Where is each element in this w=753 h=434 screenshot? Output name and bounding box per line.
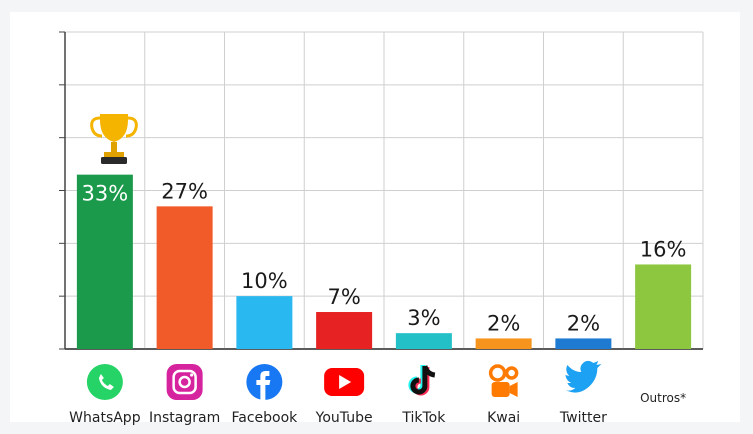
category-labels: WhatsApp Instagram Facebook YouTube TikTok Kw… bbox=[69, 391, 686, 426]
value-label: 2% bbox=[487, 311, 520, 335]
value-label: 33% bbox=[82, 182, 129, 206]
bar-tiktok bbox=[395, 333, 452, 349]
category-label: Twitter bbox=[559, 410, 607, 426]
bars bbox=[76, 174, 692, 349]
tiktok-icon bbox=[408, 365, 436, 396]
facebook-icon bbox=[246, 364, 283, 400]
category-label: Kwai bbox=[487, 410, 520, 426]
bar-youtube bbox=[316, 312, 373, 349]
bar-instagram bbox=[156, 206, 213, 349]
instagram-icon bbox=[166, 364, 203, 400]
category-label: TikTok bbox=[401, 410, 446, 426]
category-label: Instagram bbox=[149, 410, 220, 426]
category-label: WhatsApp bbox=[69, 410, 141, 426]
value-label: 2% bbox=[567, 311, 600, 335]
category-label: Outros* bbox=[640, 391, 686, 405]
chart-grid bbox=[59, 31, 704, 350]
category-icons bbox=[86, 360, 602, 400]
value-label: 7% bbox=[327, 285, 360, 309]
bar-whatsapp bbox=[76, 174, 133, 349]
whatsapp-icon bbox=[86, 364, 123, 400]
twitter-icon bbox=[565, 360, 602, 393]
value-label: 27% bbox=[161, 179, 208, 203]
kwai-icon bbox=[488, 364, 519, 397]
bar-kwai bbox=[475, 338, 532, 349]
value-labels: 33% 27% 10% 7% 3% 2% 2% 16% bbox=[82, 179, 687, 335]
value-label: 3% bbox=[407, 306, 440, 330]
category-label: YouTube bbox=[315, 410, 373, 426]
bar-twitter bbox=[555, 338, 612, 349]
value-label: 16% bbox=[640, 237, 687, 261]
youtube-icon bbox=[324, 368, 365, 396]
bar-facebook bbox=[236, 296, 293, 349]
value-label: 10% bbox=[241, 269, 288, 293]
trophy-icon bbox=[90, 114, 138, 164]
category-label: Facebook bbox=[231, 410, 298, 426]
bar-outros bbox=[635, 264, 692, 349]
